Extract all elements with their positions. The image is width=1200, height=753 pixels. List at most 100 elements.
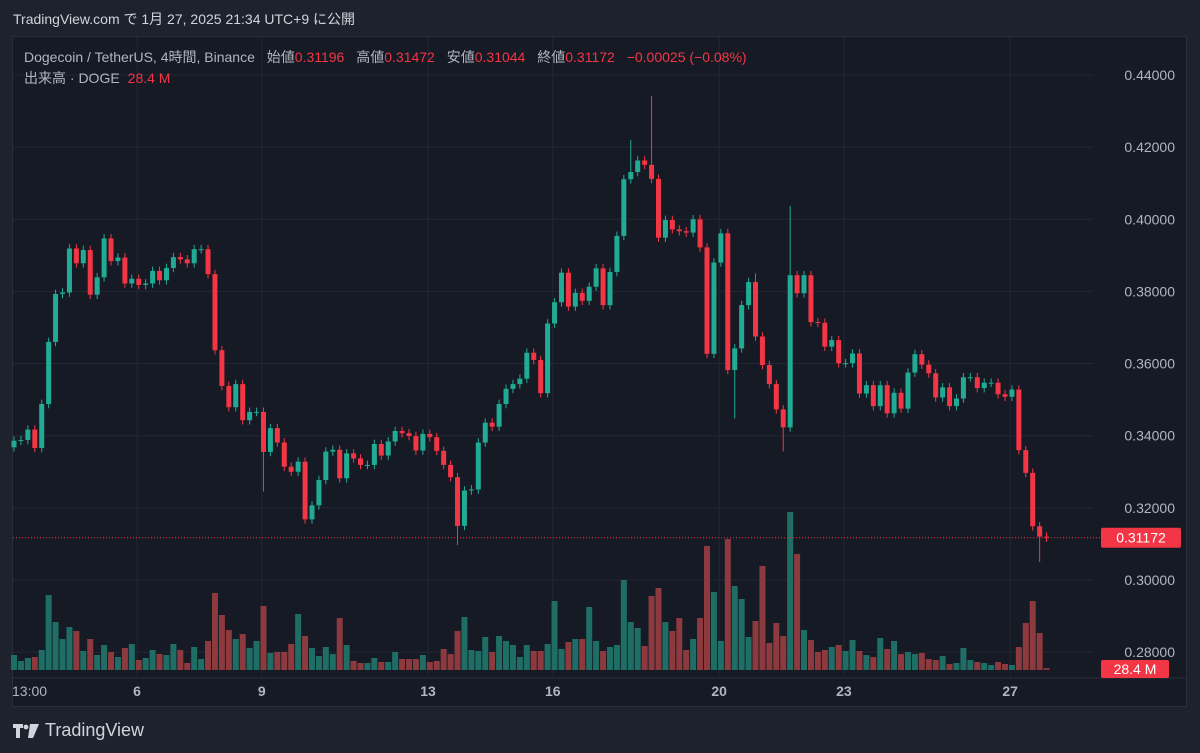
candle — [260, 407, 266, 492]
volume-bar — [350, 661, 357, 670]
candle — [191, 244, 197, 268]
candle-body — [351, 453, 357, 459]
candle — [711, 258, 717, 359]
candle-body — [766, 365, 772, 385]
candle-body — [385, 441, 391, 456]
candle-body — [295, 461, 301, 472]
candle-body — [662, 220, 668, 238]
volume-bar — [780, 636, 787, 670]
candle — [87, 245, 93, 299]
volume-bar — [856, 651, 863, 670]
candle-body — [87, 249, 93, 295]
candle — [475, 438, 481, 494]
candle — [323, 447, 329, 485]
candle — [115, 253, 121, 266]
volume-bar — [745, 637, 752, 670]
candle-body — [25, 429, 31, 441]
published-info: TradingView.com で 1月 27, 2025 21:34 UTC+… — [13, 11, 355, 27]
candle — [579, 288, 585, 306]
volume-bar — [87, 639, 94, 670]
candle-body — [1002, 394, 1008, 397]
candle-body — [66, 248, 72, 293]
candle-body — [267, 428, 273, 452]
volume-bar — [496, 636, 503, 670]
candle-body — [919, 354, 925, 365]
volume-bar — [24, 658, 31, 670]
candle-body — [489, 422, 495, 427]
volume-bar — [863, 655, 870, 670]
candle-body — [967, 377, 973, 379]
candle — [295, 457, 301, 477]
candle — [46, 337, 52, 409]
volume-bar — [357, 663, 364, 670]
volume-bar — [697, 618, 704, 670]
candle — [552, 297, 558, 328]
volume-bar — [787, 512, 794, 670]
candle — [364, 460, 370, 470]
volume-bar — [218, 615, 225, 670]
candle — [642, 156, 648, 170]
candle — [53, 289, 59, 347]
volume-bar — [558, 649, 565, 670]
volume-bar — [80, 651, 87, 670]
candle — [1037, 521, 1043, 562]
volume-bar — [759, 566, 766, 670]
candle — [856, 349, 862, 398]
candle-body — [233, 384, 239, 408]
candle-body — [150, 270, 156, 284]
volume-bar — [925, 659, 932, 670]
last-price-label: 0.31172 — [1116, 530, 1166, 546]
candle-body — [441, 450, 447, 465]
candle-body — [205, 249, 211, 275]
candle-body — [108, 238, 114, 262]
candle-body — [538, 359, 544, 394]
candle-body — [247, 411, 253, 421]
last-volume-tag — [1101, 660, 1169, 678]
candle-body — [364, 464, 370, 466]
close-value: 0.31172 — [565, 49, 615, 65]
candle — [66, 244, 72, 297]
candle-body — [926, 364, 932, 374]
volume-bar — [336, 618, 343, 670]
candle — [1023, 445, 1029, 478]
candle-body — [524, 352, 530, 379]
candle-body — [191, 249, 197, 264]
volume-bar — [177, 650, 184, 670]
volume-bar — [981, 663, 988, 670]
volume-bar — [752, 621, 759, 670]
candle-body — [621, 179, 627, 236]
candle — [593, 264, 599, 292]
candle-body — [510, 384, 516, 389]
candle — [80, 245, 86, 268]
tradingview-logo[interactable]: TradingView — [13, 720, 144, 741]
candle — [1009, 385, 1015, 402]
volume-bar — [898, 654, 905, 670]
volume-bar — [184, 663, 191, 670]
candle-body — [73, 248, 79, 264]
candle — [406, 428, 412, 441]
candle-body — [129, 278, 135, 284]
candle — [503, 384, 509, 409]
candle — [496, 399, 502, 432]
candle — [780, 405, 786, 452]
volume-bar — [31, 657, 38, 670]
volume-bar — [308, 648, 315, 670]
candle-body — [635, 160, 641, 173]
volume-bar — [73, 631, 80, 670]
volume-bar — [704, 546, 710, 670]
high-label: 高値 — [356, 49, 385, 65]
volume-bar — [399, 659, 406, 670]
candle — [427, 429, 433, 442]
candle — [420, 429, 426, 455]
candle-body — [1044, 536, 1050, 538]
candle-body — [94, 277, 100, 295]
candle — [94, 273, 100, 299]
volume-bar — [489, 652, 496, 670]
candle — [870, 380, 876, 411]
volume-bar — [191, 647, 198, 670]
candle — [933, 368, 939, 402]
candle-body — [434, 437, 440, 451]
price-tick-label: 0.42000 — [1124, 139, 1175, 155]
candle — [205, 244, 211, 279]
